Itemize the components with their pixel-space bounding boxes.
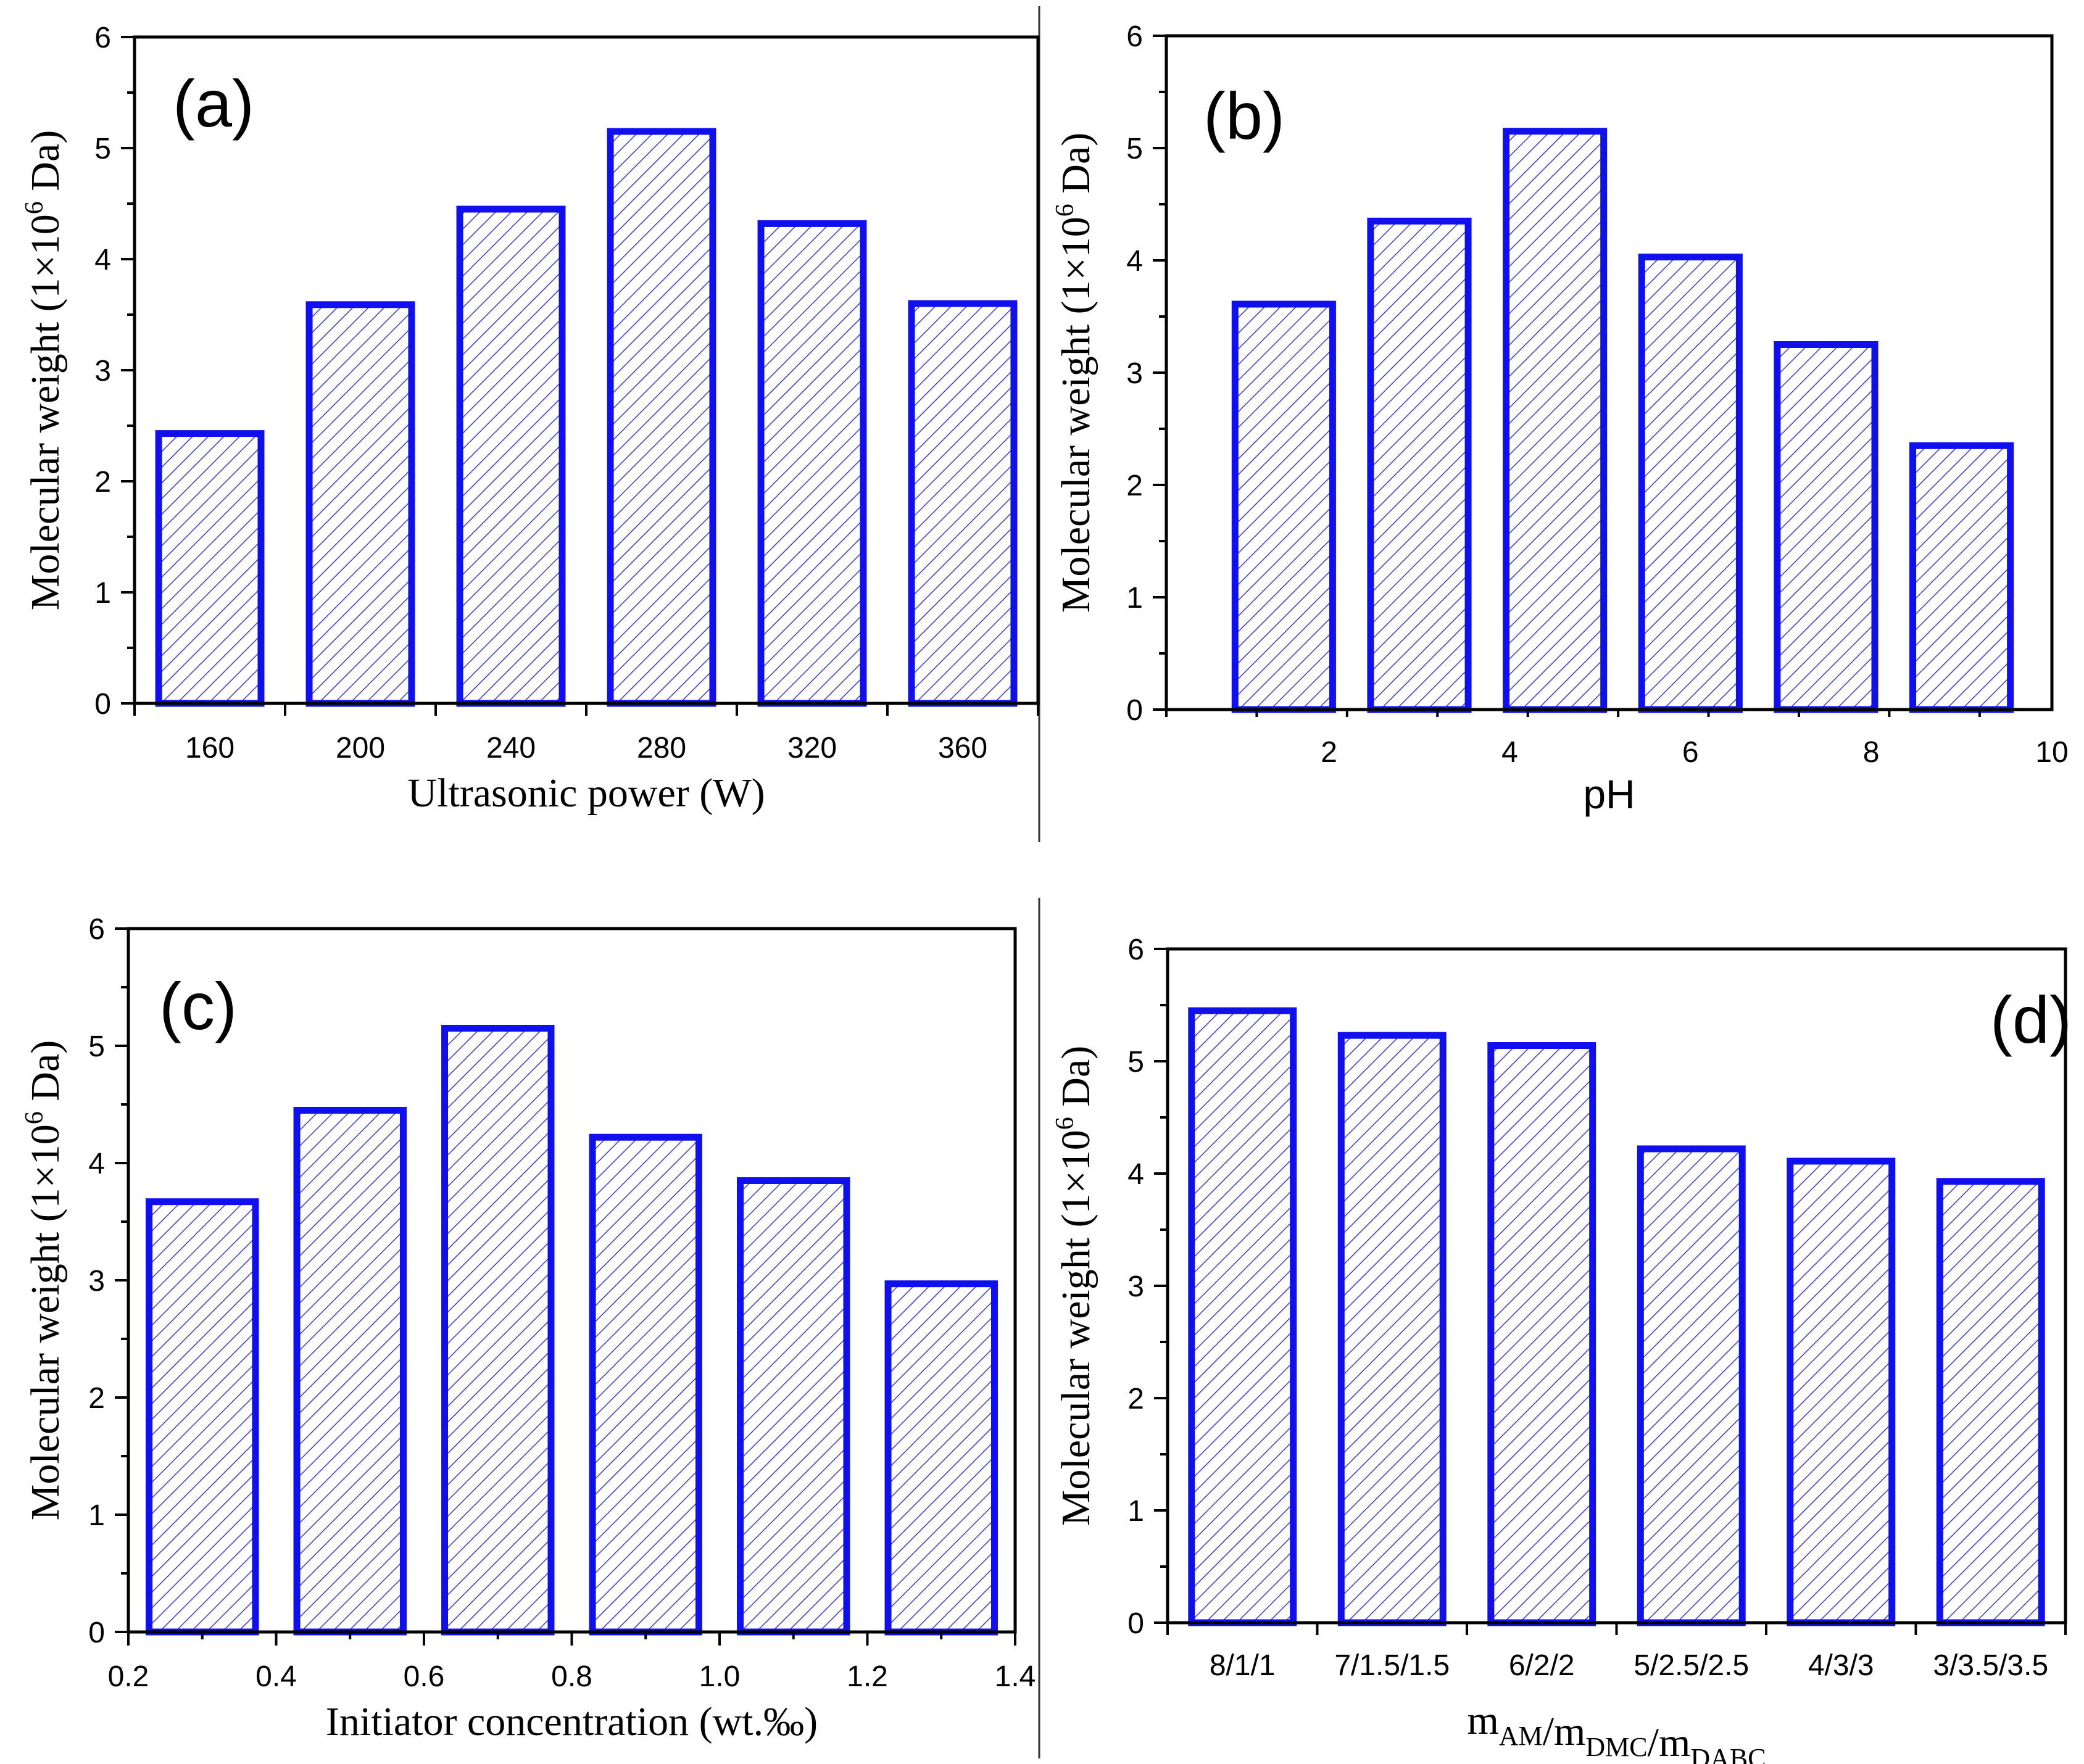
y-tick-label-b-4: 4 — [1126, 245, 1143, 278]
x-tick-label-c-1.0: 1.0 — [699, 1660, 741, 1693]
x-tick-label-b-8: 8 — [1863, 736, 1880, 769]
y-tick-label-b-5: 5 — [1126, 133, 1143, 165]
x-tick-label-c-1.2: 1.2 — [847, 1660, 888, 1693]
y-tick-label-a-0: 0 — [94, 688, 111, 721]
x-tick-label-b-6: 6 — [1682, 736, 1699, 769]
bar-a-5 — [757, 220, 867, 707]
y-tick-label-b-6: 6 — [1126, 20, 1143, 53]
x-axis-title-c: Initiator concentration (wt.‰) — [326, 1699, 818, 1744]
bar-a-6 — [908, 300, 1018, 707]
y-tick-label-a-5: 5 — [94, 133, 111, 165]
y-axis-title-a: Molecular weight (1×106 Da) — [20, 130, 68, 611]
chart-panel-b: 0 1 2 3 4 5 6 2 4 6 8 10 pH Molecular weight (1×106 D… — [1051, 20, 2069, 817]
x-tick-label-b-2: 2 — [1321, 736, 1337, 769]
bar-a-2 — [305, 301, 415, 707]
bar-a-4 — [607, 128, 716, 707]
y-tick-label-d-0: 0 — [1127, 1607, 1144, 1640]
plot-frame-a — [133, 35, 1040, 705]
y-tick-label-b-2: 2 — [1126, 470, 1143, 502]
y-axis-title-d: Molecular weight (1×106 Da) — [1051, 1046, 1098, 1526]
bar-c-3 — [441, 1025, 555, 1636]
y-tick-label-d-5: 5 — [1127, 1046, 1144, 1079]
bar-b-5 — [1774, 341, 1879, 713]
x-tick-label-d-4: 5/2.5/2.5 — [1634, 1649, 1749, 1682]
y-tick-label-d-1: 1 — [1127, 1495, 1144, 1528]
x-axis-title-d: mAM/mDMC/mDABC — [1467, 1698, 1766, 1764]
y-tick-label-b-0: 0 — [1126, 694, 1143, 727]
y-tick-label-b-3: 3 — [1126, 357, 1143, 390]
bar-a-1 — [155, 430, 265, 707]
x-axis-title-b: pH — [1583, 771, 1635, 817]
bar-b-6 — [1909, 442, 2014, 713]
bar-d-4 — [1637, 1145, 1746, 1626]
panel-label-a: (a) — [173, 66, 254, 141]
y-tick-label-a-4: 4 — [94, 244, 111, 276]
y-tick-label-c-0: 0 — [88, 1617, 105, 1649]
x-tick-label-b-10: 10 — [2035, 736, 2068, 769]
y-tick-label-d-6: 6 — [1127, 934, 1144, 966]
y-tick-label-c-6: 6 — [88, 913, 105, 946]
y-tick-label-c-3: 3 — [88, 1265, 105, 1298]
y-tick-label-c-4: 4 — [88, 1148, 105, 1180]
x-tick-label-a-6: 360 — [938, 732, 987, 764]
bar-d-2 — [1337, 1032, 1447, 1626]
x-tick-label-d-3: 6/2/2 — [1509, 1649, 1575, 1682]
x-tick-label-d-6: 3/3.5/3.5 — [1933, 1649, 2048, 1682]
y-tick-label-d-3: 3 — [1127, 1270, 1144, 1303]
bar-d-1 — [1188, 1007, 1297, 1626]
chart-panel-a: 0 1 2 3 4 5 6 160 200 240 280 320 360 Ultrasonic powe… — [20, 22, 1040, 816]
bar-c-2 — [293, 1107, 407, 1636]
x-tick-label-c-1.4: 1.4 — [995, 1660, 1036, 1693]
y-tick-label-a-6: 6 — [94, 22, 111, 54]
y-tick-label-b-1: 1 — [1126, 582, 1143, 615]
bar-b-4 — [1638, 254, 1743, 713]
x-tick-label-c-0.8: 0.8 — [551, 1660, 592, 1693]
bar-c-6 — [884, 1280, 998, 1636]
y-tick-label-c-1: 1 — [88, 1499, 105, 1532]
y-tick-label-c-2: 2 — [88, 1382, 105, 1415]
y-axis-title-c: Molecular weight (1×106 Da) — [20, 1040, 68, 1521]
panel-label-d: (d) — [1990, 982, 2072, 1057]
y-tick-label-d-4: 4 — [1127, 1158, 1144, 1191]
x-axis-title-a: Ultrasonic power (W) — [407, 771, 765, 816]
y-tick-label-a-3: 3 — [94, 355, 111, 387]
y-tick-label-d-2: 2 — [1127, 1383, 1144, 1415]
bar-d-3 — [1487, 1042, 1596, 1626]
bar-b-1 — [1231, 300, 1336, 713]
bar-c-4 — [589, 1133, 702, 1636]
x-tick-label-a-1: 160 — [185, 732, 235, 764]
panel-label-b: (b) — [1203, 78, 1285, 153]
chart-panel-c: 0 1 2 3 4 5 6 0.2 0.4 0.6 0.8 1.0 1.2 1.4 Initiator co… — [20, 913, 1036, 1744]
x-tick-label-a-5: 320 — [787, 732, 837, 764]
y-tick-label-a-1: 1 — [94, 577, 111, 610]
y-tick-label-c-5: 5 — [88, 1030, 105, 1063]
x-tick-label-a-3: 240 — [486, 732, 536, 764]
panel-label-c: (c) — [159, 969, 237, 1043]
bar-d-5 — [1787, 1157, 1896, 1626]
x-tick-label-d-2: 7/1.5/1.5 — [1334, 1649, 1450, 1682]
bar-b-3 — [1503, 128, 1608, 713]
x-tick-label-d-1: 8/1/1 — [1210, 1649, 1276, 1682]
bar-b-2 — [1367, 217, 1472, 713]
chart-panel-d: 0 1 2 3 4 5 6 8/1/1 7/1.5/1.5 6/2/2 5/2.5/2.5 4/3/3… — [1051, 934, 2072, 1764]
x-tick-label-b-4: 4 — [1501, 736, 1518, 769]
bar-c-5 — [737, 1177, 850, 1636]
x-tick-label-d-5: 4/3/3 — [1808, 1649, 1874, 1682]
bar-a-3 — [456, 205, 566, 707]
plot-frame-d — [1166, 947, 2067, 1625]
x-tick-label-c-0.4: 0.4 — [255, 1660, 297, 1693]
plot-frame-c — [127, 927, 1017, 1634]
y-axis-title-b: Molecular weight (1×106 Da) — [1051, 133, 1098, 613]
x-tick-label-a-4: 280 — [637, 732, 686, 764]
x-tick-label-c-0.6: 0.6 — [404, 1660, 445, 1693]
x-tick-label-a-2: 200 — [336, 732, 385, 764]
x-tick-label-c-0.2: 0.2 — [108, 1660, 149, 1693]
y-tick-label-a-2: 2 — [94, 466, 111, 499]
bar-c-1 — [146, 1198, 259, 1636]
bar-d-6 — [1936, 1178, 2045, 1626]
